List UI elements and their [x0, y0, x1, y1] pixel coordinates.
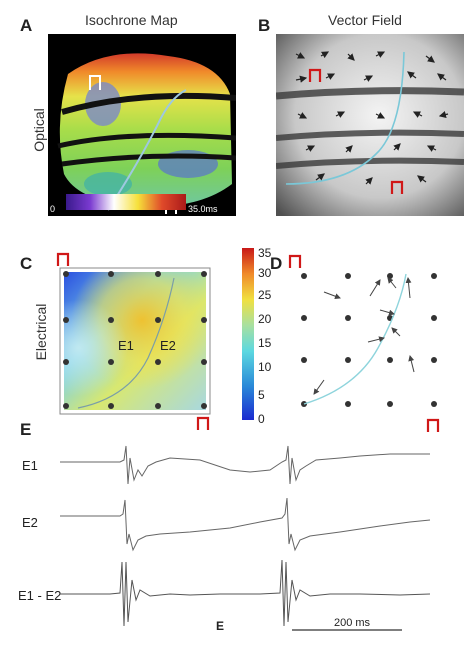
colorbar-tick-35: 35 — [258, 248, 272, 260]
optical-row-label: Optical — [31, 108, 47, 152]
vector-field-title: Vector Field — [328, 12, 402, 28]
trace-e2 — [60, 497, 431, 552]
isochrone-scale-min: 0 — [50, 204, 55, 214]
colorbar-tick-5: 5 — [258, 388, 265, 402]
isochrone-scale-max: 35.0ms — [188, 204, 218, 214]
trace-label-e1-minus-e2: E1 - E2 — [18, 588, 62, 603]
trace-label-e2: E2 — [22, 515, 38, 530]
trace-label-e1: E1 — [22, 458, 38, 473]
isochrone-map-title: Isochrone Map — [85, 12, 178, 28]
colorbar — [242, 248, 254, 420]
panel-letter-d: D — [270, 254, 283, 273]
colorbar-tick-25: 25 — [258, 288, 272, 302]
vector-field-image — [276, 34, 464, 216]
trace-e1-minus-e2 — [60, 559, 431, 627]
panel-letter-b: B — [258, 16, 271, 35]
trace-e1 — [60, 445, 430, 485]
bottom-e-label: E — [216, 619, 224, 633]
panel-letter-c: C — [20, 254, 33, 273]
colorbar-tick-10: 10 — [258, 360, 272, 374]
panel-letter-a: A — [20, 16, 33, 35]
colorbar-tick-0: 0 — [258, 412, 265, 426]
isochrone-map: 0 35.0ms — [48, 34, 236, 216]
panel-letter-e: E — [20, 420, 32, 439]
electrode-e2-label: E2 — [160, 338, 176, 353]
electrogram-traces: 200 ms E — [60, 445, 431, 633]
electrical-row-label: Electrical — [33, 303, 49, 361]
scale-bar-label: 200 ms — [334, 617, 371, 629]
colorbar-tick-15: 15 — [258, 336, 272, 350]
electrical-map: E1 E2 35 30 25 20 15 10 5 0 — [56, 248, 272, 430]
colorbar-tick-20: 20 — [258, 312, 272, 326]
electrical-vector-field — [288, 254, 440, 432]
colorbar-tick-30: 30 — [258, 266, 272, 280]
electrode-e1-label: E1 — [118, 338, 134, 353]
